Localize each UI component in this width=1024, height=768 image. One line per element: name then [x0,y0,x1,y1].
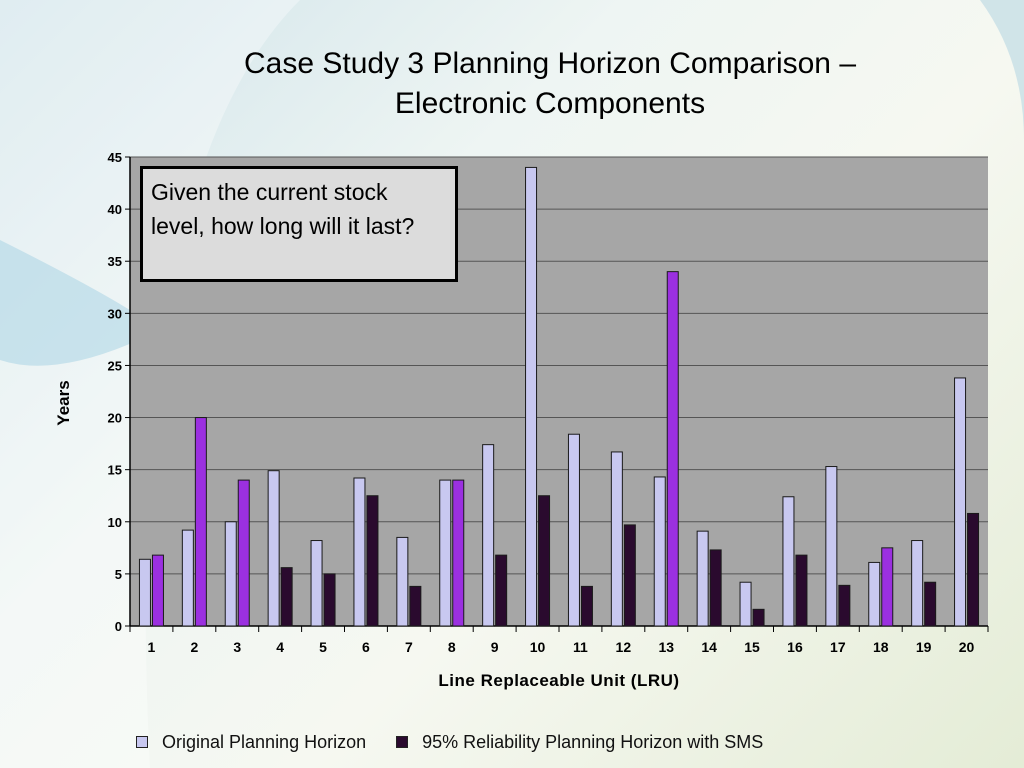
bar-original [954,377,967,627]
bar-sms [580,585,593,627]
bar-sms [709,549,722,627]
bar-sms [752,608,765,627]
x-tick-label: 10 [530,639,546,655]
y-tick-label: 10 [108,515,122,530]
x-tick-label: 13 [658,639,674,655]
x-tick-label: 1 [148,639,156,655]
bar-original [911,540,924,627]
bar-sms [838,584,851,627]
bar-sms [623,524,636,627]
bar-sms [495,554,508,627]
bar-sms [409,585,422,627]
bar-sms [237,479,250,627]
bar-sms [452,479,465,627]
y-tick-label: 35 [108,254,122,269]
y-tick-label: 45 [108,150,122,165]
x-tick-label: 7 [405,639,413,655]
x-tick-label: 3 [233,639,241,655]
legend-swatch-original [136,736,148,748]
bar-sms [366,495,379,627]
x-tick-label: 12 [616,639,632,655]
chart-legend: Original Planning Horizon 95% Reliabilit… [136,728,793,756]
legend-label-sms: 95% Reliability Planning Horizon with SM… [422,731,764,752]
bar-original [353,477,366,627]
y-tick-label: 0 [115,619,122,634]
bar-sms [323,573,336,627]
bar-original [439,479,452,627]
y-axis-title: Years [54,380,73,425]
bar-sms [967,512,980,627]
x-tick-label: 20 [959,639,975,655]
legend-swatch-sms [396,736,409,748]
x-tick-label: 18 [873,639,889,655]
y-tick-label: 40 [108,202,122,217]
y-tick-label: 20 [108,411,122,426]
y-tick-label: 15 [108,463,122,478]
x-tick-label: 11 [573,639,588,655]
legend-item-sms: 95% Reliability Planning Horizon with SM… [396,732,763,753]
bar-original [482,444,495,627]
x-tick-label: 17 [830,639,846,655]
title-line-1: Case Study 3 Planning Horizon Comparison… [244,47,856,80]
bar-sms [881,547,894,627]
x-axis-title: Line Replaceable Unit (LRU) [438,671,679,690]
bar-sms [194,417,207,627]
x-tick-label: 8 [448,639,456,655]
x-tick-label: 2 [190,639,198,655]
bar-original [224,521,237,627]
x-tick-label: 19 [916,639,932,655]
bar-sms [538,495,551,627]
bar-original [525,166,538,627]
bar-original [739,581,752,627]
slide-title: Case Study 3 Planning Horizon Comparison… [150,44,950,124]
y-tick-label: 25 [108,358,122,373]
x-tick-label: 5 [319,639,327,655]
bar-original [610,451,623,627]
bar-sms [795,554,808,627]
x-tick-label: 16 [787,639,803,655]
bar-original [138,558,151,627]
legend-label-original: Original Planning Horizon [162,731,367,752]
bar-original [782,496,795,627]
bar-sms [151,554,164,627]
bar-sms [924,581,937,627]
callout-box: Given the current stock level, how long … [140,166,458,282]
bar-original [396,536,409,627]
bar-original [868,561,881,627]
bar-original [310,540,323,627]
bar-original [267,470,280,627]
x-tick-label: 9 [491,639,499,655]
y-tick-label: 5 [115,567,122,582]
legend-item-original: Original Planning Horizon [136,732,366,753]
bar-sms [280,567,293,627]
x-tick-label: 14 [701,639,717,655]
x-tick-label: 4 [276,639,284,655]
bar-sms [666,271,679,627]
x-tick-label: 6 [362,639,370,655]
title-line-2: Electronic Components [394,87,706,120]
bar-original [653,476,666,627]
x-tick-label: 15 [744,639,760,655]
bar-original [567,433,580,627]
y-tick-label: 30 [108,306,122,321]
bar-original [696,530,709,627]
bar-original [825,466,838,627]
bar-original [181,529,194,627]
